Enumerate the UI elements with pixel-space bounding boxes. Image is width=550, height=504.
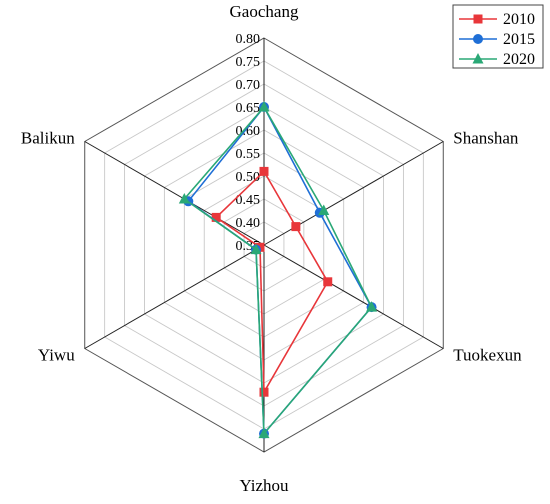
data-point (259, 166, 269, 176)
axis-labels: Gaochang Shanshan Tuokexun Yizhou Yiwu Baliku… (21, 2, 522, 495)
axis-spoke (84, 141, 265, 246)
data-point (211, 212, 221, 222)
data-series (178, 101, 378, 439)
tick-label: 0.70 (236, 78, 261, 93)
tick-label: 0.55 (236, 147, 261, 162)
series-line (214, 170, 329, 396)
axis-spoke (84, 244, 265, 349)
tick-label: 0.65 (236, 101, 261, 116)
series-2015 (183, 102, 377, 439)
data-point (366, 301, 378, 312)
data-point (323, 277, 333, 287)
legend-marker (473, 14, 483, 24)
legend-item-2015: 2015 (459, 31, 535, 48)
legend-marker (473, 34, 483, 44)
radial-tick-labels: 0.800.750.700.650.600.550.500.450.400.35 (236, 32, 261, 254)
tick-label: 0.45 (236, 193, 261, 208)
legend-label: 2015 (503, 31, 535, 48)
legend: 2010 2015 2020 (452, 4, 544, 69)
data-point (258, 427, 270, 439)
axis-label-yizhou: Yizhou (239, 476, 289, 495)
legend-item-2020: 2020 (459, 51, 535, 68)
legend-label: 2010 (503, 11, 535, 28)
data-point (250, 243, 262, 255)
data-point (318, 204, 330, 215)
data-point (178, 193, 190, 204)
data-point (259, 387, 269, 397)
axis-spoke (263, 244, 444, 349)
legend-item-2010: 2010 (459, 11, 535, 28)
data-point (291, 222, 301, 232)
axis-label-gaochang: Gaochang (230, 2, 299, 21)
tick-label: 0.50 (236, 170, 261, 185)
tick-label: 0.75 (236, 55, 261, 70)
axis-label-shanshan: Shanshan (453, 129, 519, 148)
legend-box (452, 4, 544, 69)
legend-label: 2020 (503, 51, 535, 68)
axis-label-yiwu: Yiwu (38, 346, 75, 365)
series-2020 (178, 101, 378, 439)
axis-label-balikun: Balikun (21, 129, 75, 148)
tick-label: 0.80 (236, 32, 261, 47)
tick-label: 0.40 (236, 216, 261, 231)
data-point (258, 101, 270, 112)
axis-label-tuokexun: Tuokexun (453, 346, 522, 365)
legend-marker (472, 53, 484, 64)
